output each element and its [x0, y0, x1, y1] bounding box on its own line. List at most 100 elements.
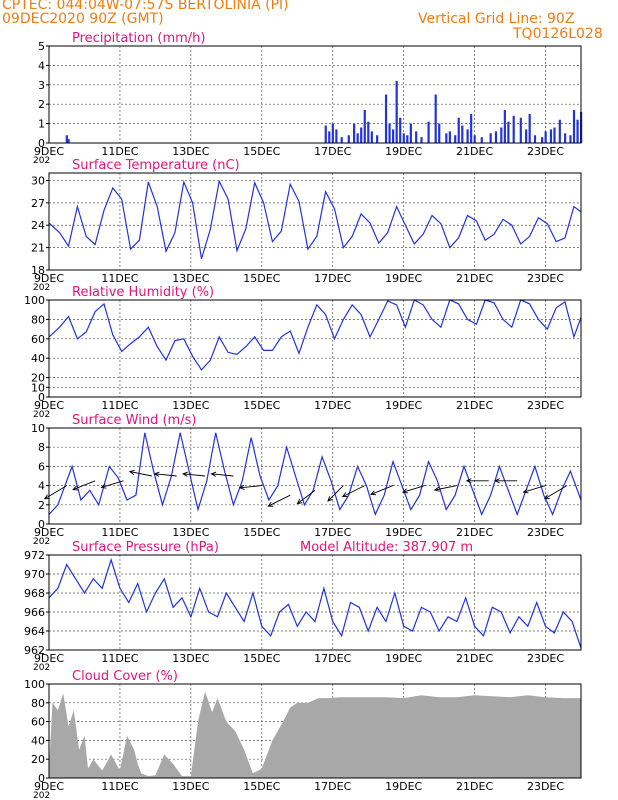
wind-vector-head [494, 478, 500, 484]
precip-bar [473, 135, 476, 143]
pressure-xtick-label: 13DEC [172, 652, 209, 665]
humidity-frame [48, 299, 582, 398]
wind-xtick-label: 9DEC [34, 526, 64, 539]
precipitation-ytick-label: 4 [38, 59, 45, 72]
precip-bar [525, 129, 528, 143]
wind-vector [44, 485, 67, 500]
temperature-xtick-label: 23DEC [527, 272, 564, 285]
temperature-xtick-label: 15DEC [243, 272, 280, 285]
cloud-xtick-label: 11DEC [101, 780, 138, 793]
precip-bar [67, 139, 70, 143]
temperature-xtick-label: 11DEC [101, 272, 138, 285]
precip-bar [480, 137, 483, 143]
wind-vector [297, 490, 316, 504]
pressure-line [48, 557, 582, 649]
precip-bar [388, 123, 391, 143]
precip-bar [572, 110, 576, 143]
precipitation-ytick-label: 3 [38, 79, 45, 92]
wind-vector-head [543, 494, 550, 500]
wind-vector [267, 494, 291, 507]
wind-vector-head [238, 484, 245, 490]
pressure-xtick-label: 15DEC [243, 652, 280, 665]
wind-vector-head [267, 501, 274, 507]
wind-vector [434, 485, 457, 491]
wind-xtick-label: 23DEC [527, 526, 564, 539]
wind-ytick-label: 0 [38, 518, 45, 531]
precipitation-title: Precipitation (mm/h) [72, 31, 205, 46]
pressure-year-label: 202 [33, 663, 50, 673]
humidity-xtick-label: 17DEC [314, 399, 351, 412]
cloud-frame [48, 683, 582, 779]
header-location: CPTEC: 044:04W-07:57S BERTOLINIA (PI) [2, 0, 289, 13]
temperature-xtick-label: 13DEC [172, 272, 209, 285]
humidity-xtick-label: 23DEC [527, 399, 564, 412]
precipitation-ytick-label: 0 [38, 137, 45, 150]
wind-vector [211, 473, 234, 477]
precip-bar [328, 131, 331, 143]
cloud-ytick-label: 60 [31, 716, 45, 729]
wind-vector [154, 473, 177, 477]
precip-bar [340, 137, 343, 143]
precip-bar [540, 137, 544, 143]
cloud-xtick-label: 13DEC [172, 780, 209, 793]
header-datetime: 09DEC2020 90Z (GMT) [2, 11, 164, 27]
precip-bar [353, 123, 356, 143]
wind-vector [402, 485, 426, 493]
pressure-xtick-label: 19DEC [385, 652, 422, 665]
wind-vector [327, 485, 344, 502]
humidity-ytick-label: 80 [31, 313, 45, 326]
wind-vector-head [72, 485, 79, 491]
wind-xtick-label: 17DEC [314, 526, 351, 539]
wind-ytick-label: 8 [38, 441, 45, 454]
precipitation-xtick-label: 9DEC [34, 145, 64, 158]
temperature-line [48, 179, 582, 259]
humidity-xtick-label: 19DEC [385, 399, 422, 412]
cloud-xtick-label: 15DEC [243, 780, 280, 793]
wind-xtick-label: 15DEC [243, 526, 280, 539]
precip-bar [438, 123, 441, 143]
precip-bar [503, 110, 506, 143]
wind-vector-head [100, 483, 107, 489]
wind-year-label: 202 [33, 537, 50, 547]
precip-bar [65, 135, 68, 143]
precip-bar [564, 133, 567, 143]
wind-vector [239, 485, 262, 489]
precipitation-xtick-label: 19DEC [385, 145, 422, 158]
precip-bar [466, 129, 469, 143]
wind-vector-head [182, 471, 188, 477]
wind-vector [342, 485, 365, 498]
precip-bar [489, 133, 492, 143]
wind-vector [101, 480, 124, 488]
precip-bar [363, 110, 366, 143]
humidity-xtick-label: 11DEC [101, 399, 138, 412]
wind-vector [72, 480, 96, 491]
humidity-ytick-label: 20 [31, 372, 45, 385]
wind-ytick-label: 6 [38, 460, 45, 473]
temperature-xtick-label: 19DEC [385, 272, 422, 285]
wind-xtick-label: 13DEC [172, 526, 209, 539]
wind-vector-head [153, 471, 160, 477]
wind-ytick-label: 4 [38, 480, 45, 493]
wind-vector-head [401, 488, 408, 494]
humidity-line [48, 299, 582, 371]
wind-title: Surface Wind (m/s) [72, 413, 196, 428]
pressure-xtick-label: 9DEC [34, 652, 64, 665]
precip-bar [347, 135, 350, 143]
precip-bar [569, 135, 572, 143]
wind-vector [544, 485, 568, 500]
precipitation-xtick-label: 23DEC [527, 145, 564, 158]
precipitation-xtick-label: 15DEC [243, 145, 280, 158]
wind-vector-head [210, 471, 217, 477]
wind-vector-head [522, 488, 529, 494]
cloud-xtick-label: 9DEC [34, 780, 64, 793]
header-grid-note: Vertical Grid Line: 90Z [418, 11, 575, 27]
humidity-ytick-label: 0 [38, 391, 45, 404]
precip-bar [549, 129, 553, 143]
header-code: TQ0126L028 [513, 26, 603, 42]
cloud-ytick-label: 80 [31, 697, 45, 710]
precip-bar [500, 127, 503, 143]
pressure-frame [48, 554, 582, 651]
temperature-year-label: 202 [33, 283, 50, 293]
pressure-ytick-label: 968 [24, 587, 45, 600]
